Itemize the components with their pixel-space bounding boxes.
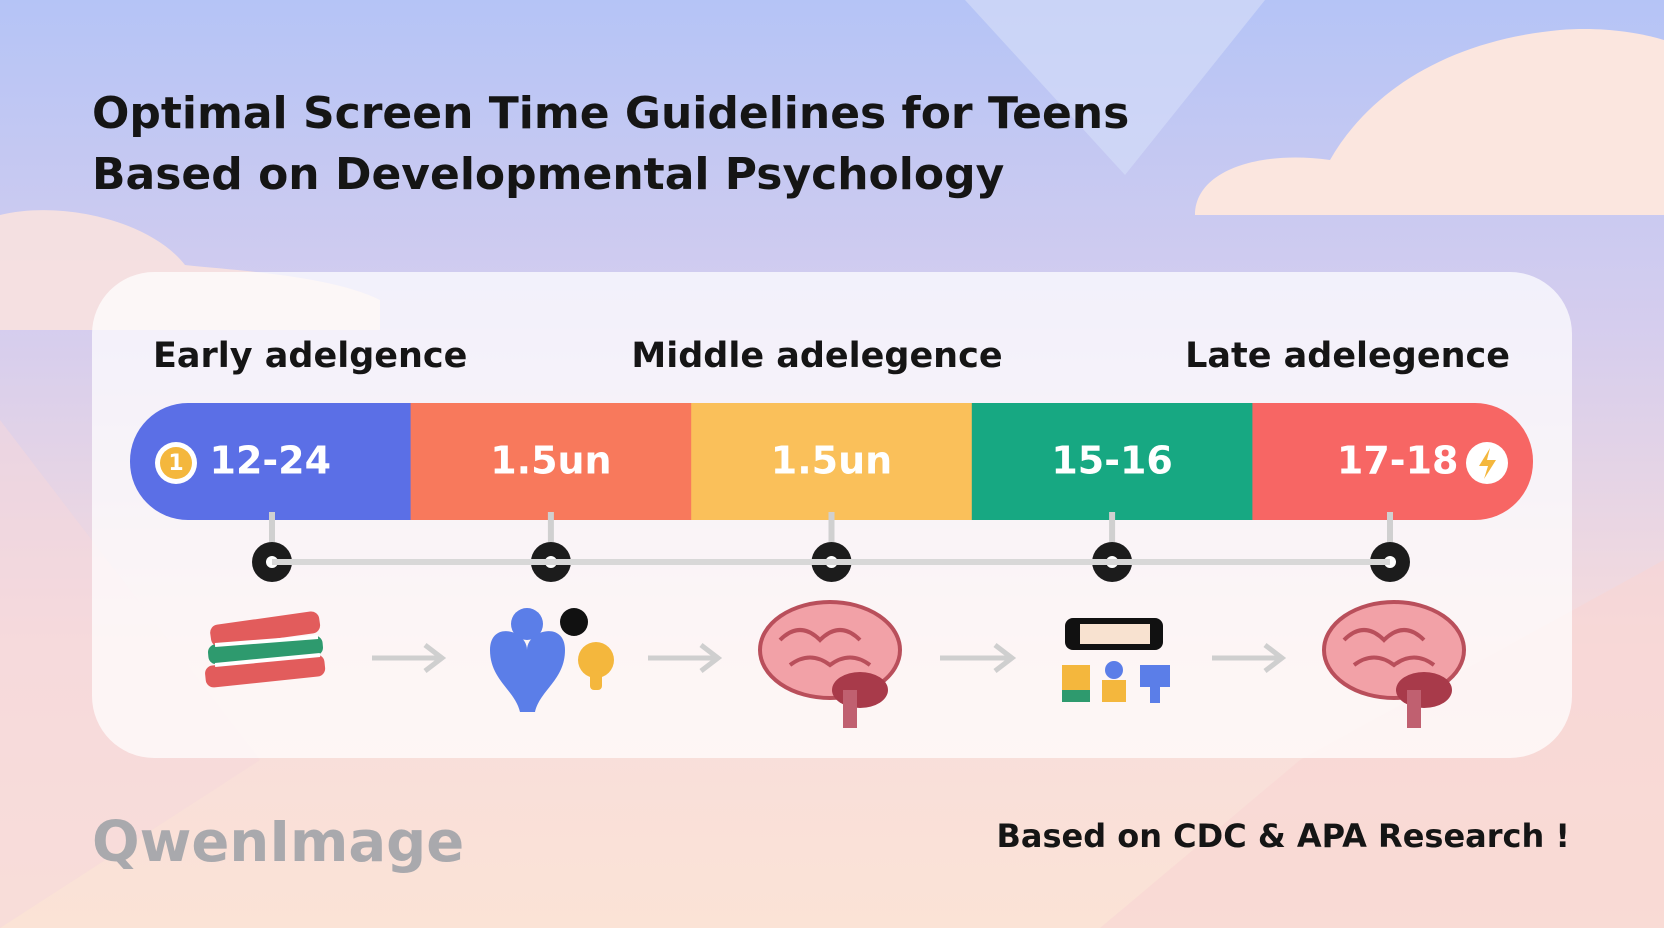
- stage-label: Middle adelegence: [631, 336, 1002, 376]
- segment-label: 1.5un: [771, 439, 892, 483]
- brain-icon: [758, 600, 902, 728]
- bg-shape: [965, 0, 1265, 175]
- stage-label: Early adelgence: [153, 336, 467, 376]
- tools-icon: [1062, 618, 1170, 703]
- badge-inner: [160, 447, 192, 479]
- stage-label: Late adelegence: [1185, 336, 1510, 376]
- segment-label: 1.5un: [490, 439, 611, 483]
- title-line: Based on Developmental Psychology: [92, 149, 1004, 200]
- books-icon: [205, 611, 326, 688]
- people-icon: [490, 608, 614, 712]
- title-line: Optimal Screen Time Guidelines for Teens: [92, 88, 1129, 139]
- timeline-segment: [691, 403, 973, 520]
- bg-cloud: [1195, 28, 1664, 216]
- watermark: QwenImage: [92, 810, 464, 875]
- timeline-segment: [971, 403, 1254, 520]
- timeline-bar: [130, 403, 1533, 520]
- badge-number: 1: [168, 451, 183, 476]
- segment-label: 15-16: [1051, 439, 1173, 483]
- segment-label: 17-18: [1337, 439, 1459, 483]
- source-note: Based on CDC & APA Research !: [996, 817, 1570, 855]
- arrows: [372, 643, 1287, 673]
- segment-label: 12-24: [210, 439, 332, 483]
- timeline-segment: [410, 403, 693, 520]
- brain-icon: [1322, 600, 1466, 728]
- lightning-icon: [1479, 448, 1496, 479]
